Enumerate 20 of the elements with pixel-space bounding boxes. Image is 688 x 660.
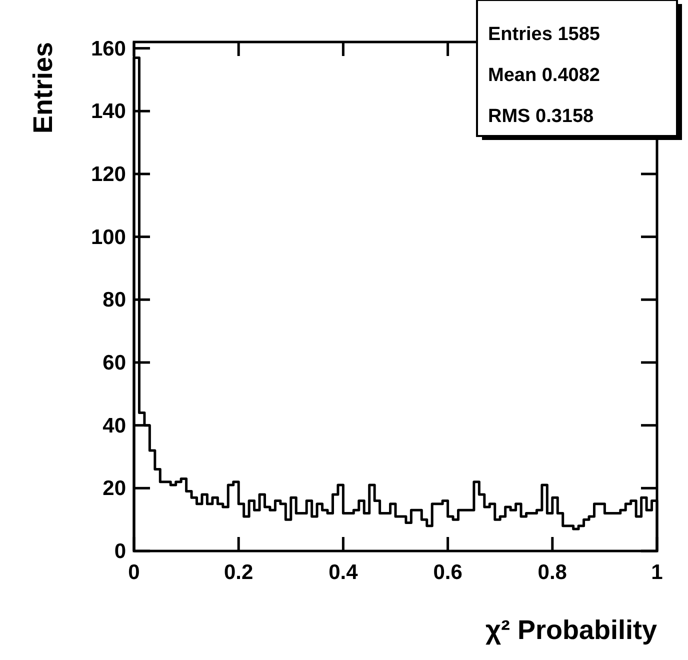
y-tick-label: 140 bbox=[90, 100, 126, 124]
y-tick-label: 20 bbox=[102, 477, 126, 500]
y-axis-title: Entries bbox=[28, 42, 58, 134]
y-tick-label: 120 bbox=[90, 162, 126, 186]
x-tick-label: 0 bbox=[128, 561, 140, 584]
x-tick-label: 1 bbox=[651, 561, 664, 584]
x-tick-label: 0.2 bbox=[224, 561, 254, 584]
y-tick-label: 0 bbox=[114, 540, 126, 563]
x-axis-title: χ² Probability bbox=[485, 615, 657, 645]
annotation: Mean 0.4082 bbox=[488, 65, 600, 86]
y-tick-label: 60 bbox=[102, 351, 126, 374]
y-tick-label: 40 bbox=[102, 414, 126, 438]
y-tick-label: 160 bbox=[90, 37, 126, 60]
x-tick-label: 0.6 bbox=[433, 561, 462, 584]
y-tick-label: 80 bbox=[102, 288, 126, 312]
x-tick-label: 0.8 bbox=[538, 561, 568, 584]
x-tick-label: 0.4 bbox=[328, 561, 358, 584]
annotation: RMS 0.3158 bbox=[488, 106, 594, 127]
y-tick-label: 100 bbox=[90, 226, 126, 249]
annotation: Entries 1585 bbox=[488, 24, 600, 45]
